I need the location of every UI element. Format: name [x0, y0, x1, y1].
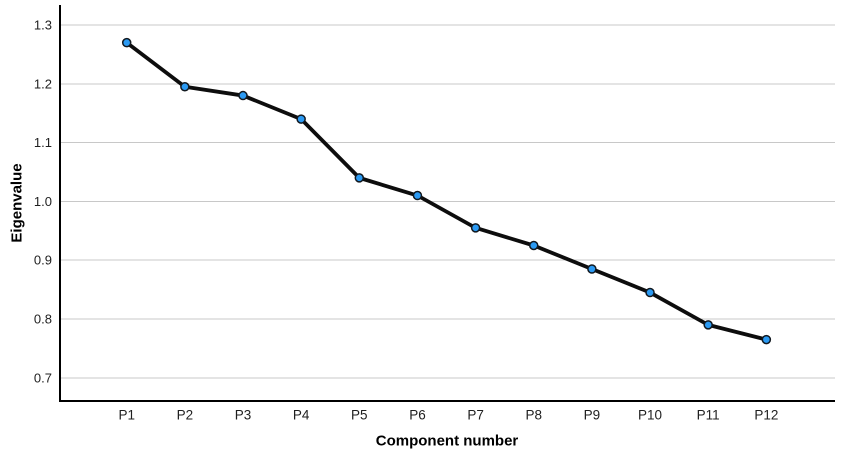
y-tick-label: 0.7 [34, 370, 52, 385]
data-point-marker [238, 90, 248, 101]
data-point-marker [761, 334, 772, 345]
data-point-marker [529, 240, 539, 251]
y-tick-label: 0.8 [34, 312, 52, 327]
y-axis-title: Eigenvalue [8, 163, 26, 243]
data-point-marker [121, 37, 132, 48]
x-tick-label: P4 [293, 408, 310, 423]
x-axis-title: Component number [375, 432, 519, 450]
y-tick-label: 1.2 [34, 76, 52, 91]
data-point-marker [180, 81, 190, 92]
x-tick-label: P3 [235, 408, 252, 423]
x-tick-label: P9 [584, 408, 601, 423]
data-point-marker [354, 173, 365, 183]
data-point-marker [470, 223, 481, 233]
y-tick-label: 1.3 [34, 18, 52, 33]
x-tick-label: P12 [754, 408, 778, 423]
x-tick-label: P11 [697, 408, 720, 423]
x-tick-label: P6 [409, 408, 426, 423]
x-tick-label: P7 [467, 408, 484, 423]
x-tick-label: P2 [177, 408, 194, 423]
x-tick-label: P10 [638, 408, 662, 423]
y-tick-label: 0.9 [34, 253, 52, 268]
x-tick-label: P8 [525, 408, 542, 423]
data-point-marker [587, 264, 597, 274]
y-tick-label: 1.0 [34, 194, 52, 209]
data-point-marker [296, 114, 306, 124]
eigenvalue-line [124, 40, 769, 342]
y-tick-label: 1.1 [34, 135, 52, 150]
data-point-marker [412, 190, 423, 201]
x-tick-label: P5 [351, 408, 368, 423]
x-tick-label: P1 [118, 408, 135, 423]
data-point-marker [703, 320, 713, 330]
data-point-marker [645, 287, 655, 298]
